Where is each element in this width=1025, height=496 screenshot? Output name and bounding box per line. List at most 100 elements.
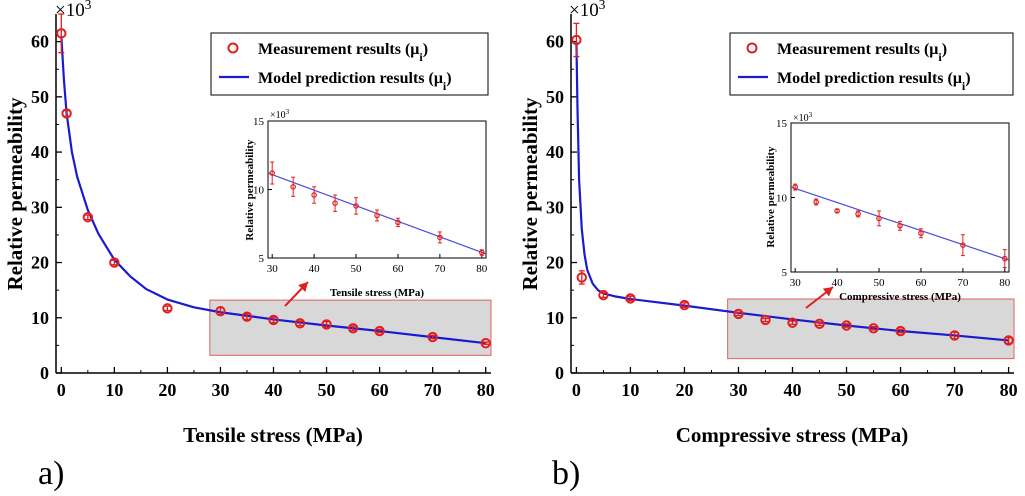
legend-marker-measurement (746, 42, 758, 54)
legend: Measurement results (μi) Model prediction… (729, 32, 1014, 96)
legend-label: Model prediction results (μi) (777, 70, 971, 93)
error-bar (84, 214, 91, 221)
error-bar (789, 320, 796, 326)
measurement-point (1003, 335, 1014, 346)
measurement-point (321, 319, 332, 330)
error-bar (63, 110, 70, 117)
inset-x-tick-label: 50 (351, 263, 363, 275)
inset-chart: 5 10 15 30 40 50 60 70 80 ×103 Relative permeabili… (244, 108, 488, 299)
measurement-point (868, 323, 879, 334)
x-tick-label: 30 (729, 380, 747, 400)
error-bar (58, 13, 65, 54)
inset-x-tick-label: 60 (392, 263, 404, 275)
model-prediction-line (60, 36, 486, 345)
legend-box (729, 32, 1014, 96)
x-tick-label: 70 (946, 380, 964, 400)
error-bar (843, 323, 850, 328)
y-tick-label: 30 (31, 197, 49, 217)
panel-label: a) (38, 455, 64, 492)
inset-measurement-point (374, 212, 380, 219)
error-bar (870, 325, 877, 331)
error-bar (627, 295, 634, 302)
inset-measurement-point (332, 200, 338, 207)
y-tick-label: 40 (546, 142, 564, 162)
error-bar (164, 305, 171, 312)
error-bar (376, 328, 383, 334)
x-axis-label: Tensile stress (MPa) (183, 423, 363, 447)
x-tick-label: 30 (211, 380, 229, 400)
zoom-arrow (805, 286, 834, 309)
x-tick-label: 50 (838, 380, 856, 400)
inset-measurement-point (918, 230, 924, 237)
measurement-point (679, 299, 690, 311)
zoom-arrow-head (822, 287, 833, 297)
y-tick-label: 30 (546, 197, 564, 217)
inset-y-tick-label: 5 (259, 253, 265, 265)
error-bar (735, 311, 742, 317)
y-tick-label: 60 (546, 32, 564, 52)
measurement-point (427, 331, 438, 343)
inset-measurement-point (353, 203, 359, 209)
y-tick-label: 10 (546, 308, 564, 328)
error-bar (762, 317, 769, 323)
y-tick-label: 20 (546, 253, 564, 273)
measurement-point (109, 257, 120, 268)
inset-x-tick-label: 70 (434, 263, 446, 275)
x-tick-label: 40 (265, 380, 283, 400)
inset-measurement-point (395, 219, 401, 226)
legend-marker-measurement (227, 42, 239, 54)
measurement-point (241, 311, 253, 322)
measurement-point (598, 289, 609, 301)
y-tick-label: 50 (546, 87, 564, 107)
measurement-point (571, 34, 582, 46)
measurement-point (895, 325, 906, 337)
inset-x-tick-label: 30 (267, 263, 279, 275)
x-tick-label: 50 (318, 380, 336, 400)
measurement-point (949, 330, 960, 341)
inset-y-tick-label: 10 (776, 193, 788, 205)
inset-measurement-point (834, 208, 840, 214)
x-tick-label: 10 (105, 380, 123, 400)
inset-x-tick-label: 40 (832, 277, 844, 289)
inset-measurement-point (290, 183, 296, 190)
inset-x-tick-label: 70 (957, 277, 969, 289)
measurement-point (814, 318, 825, 330)
measurement-point (347, 323, 359, 334)
axis-multiplier: ×103 (569, 0, 606, 21)
x-tick-label: 80 (477, 380, 495, 400)
inset-measurement-point (479, 249, 485, 256)
x-tick-label: 20 (675, 380, 693, 400)
inset-chart: 5 10 15 30 40 50 60 70 80 ×103 Relative permeabili… (765, 111, 1011, 303)
inset-y-tick-label: 15 (776, 118, 788, 130)
axis-multiplier: ×103 (55, 0, 92, 21)
inset-frame (790, 122, 1010, 273)
inset-y-tick-label: 10 (253, 185, 265, 197)
legend: Measurement results (μi) Model prediction… (210, 32, 489, 96)
y-axis-label: Relative permeability (518, 97, 542, 291)
legend-label: Model prediction results (μi) (258, 70, 452, 93)
y-tick-label: 50 (31, 87, 49, 107)
measurement-point (787, 317, 798, 328)
y-tick-label: 60 (31, 32, 49, 52)
inset-x-axis-label: Tensile stress (MPa) (330, 287, 424, 299)
panel-label: b) (552, 455, 580, 492)
measurement-point (82, 212, 94, 223)
error-bar (681, 302, 688, 308)
y-axis-label: Relative permeability (3, 97, 27, 291)
measurement-point (841, 320, 852, 331)
inset-measurement-point (876, 215, 882, 222)
error-bar (897, 328, 904, 334)
measurement-point (625, 293, 636, 304)
y-tick-label: 10 (31, 308, 49, 328)
inset-measurement-point (897, 223, 903, 229)
inset-measurement-point (311, 192, 317, 198)
inset-measurement-point (269, 170, 275, 176)
inset-x-tick-label: 50 (874, 277, 886, 289)
y-tick-label: 0 (555, 363, 564, 383)
measurement-point (760, 314, 771, 326)
inset-measurement-point (855, 211, 861, 217)
x-tick-label: 80 (1000, 380, 1018, 400)
inset-x-tick-label: 60 (915, 277, 927, 289)
measurement-point (56, 28, 67, 39)
